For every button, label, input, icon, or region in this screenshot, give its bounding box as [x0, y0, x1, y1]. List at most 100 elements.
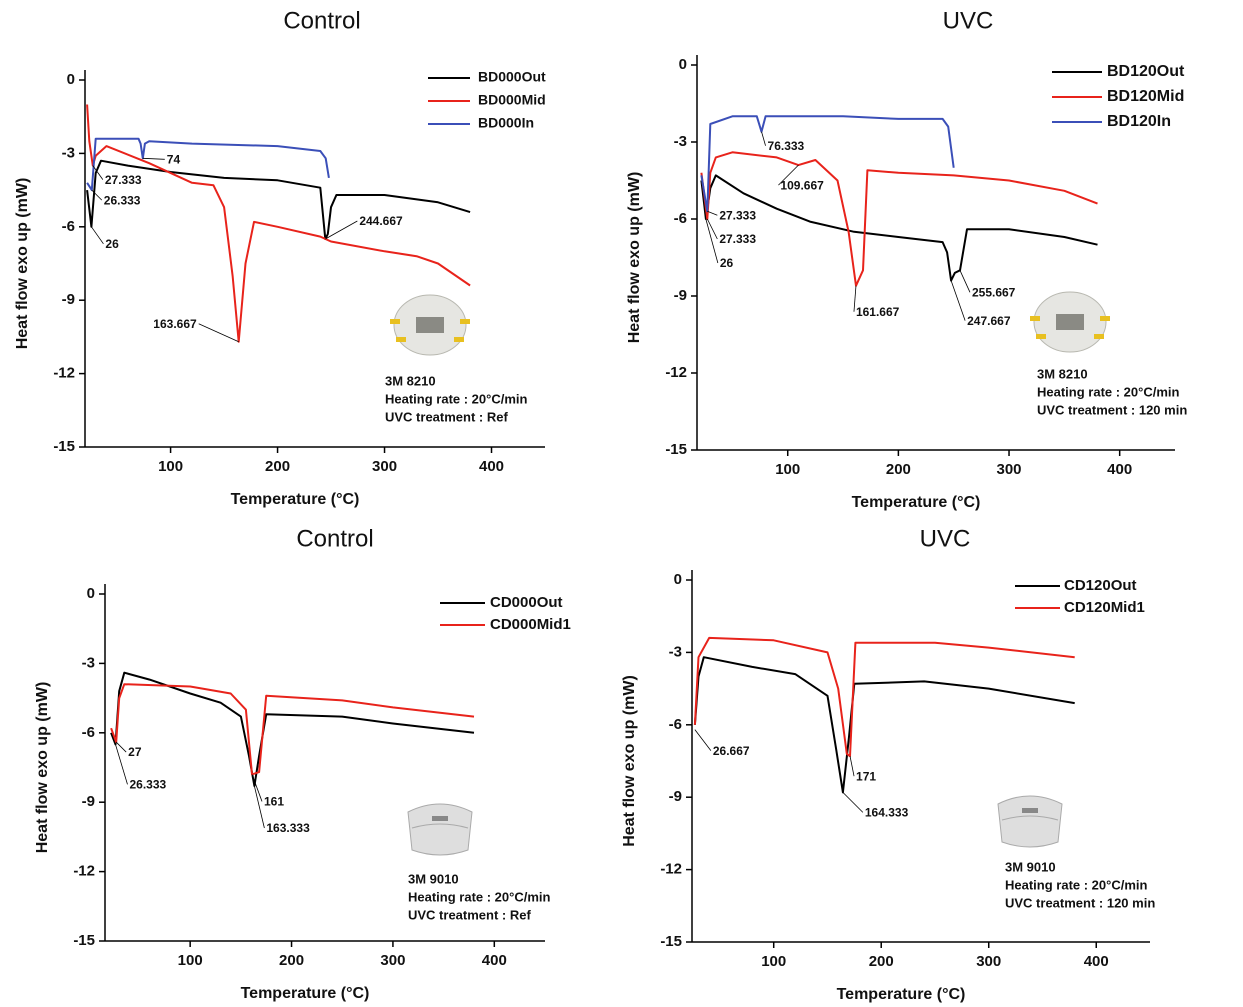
x-tick-label: 400	[482, 952, 507, 969]
legend-label: BD120Mid	[1107, 88, 1184, 105]
panel-title: Control	[283, 7, 360, 34]
x-tick-label: 100	[761, 953, 786, 970]
annotation-label: 171	[856, 769, 876, 783]
annotation-leader	[198, 323, 239, 343]
annotation-leader	[251, 774, 263, 802]
annotation-label: 27.333	[719, 208, 756, 222]
mask-strap	[1094, 334, 1104, 339]
x-tick-label: 100	[178, 952, 203, 969]
annotation-label: 255.667	[972, 286, 1016, 300]
legend-label: BD000Out	[478, 69, 546, 85]
y-tick-label: 0	[679, 56, 687, 73]
annotation-label: 163.667	[153, 317, 197, 331]
x-tick-label: 200	[869, 953, 894, 970]
legend-label: BD120Out	[1107, 63, 1185, 80]
annotation-leader	[115, 741, 127, 753]
x-tick-label: 300	[380, 952, 405, 969]
note: Heating rate : 20°C/min	[1037, 384, 1180, 399]
legend-label: CD120Out	[1064, 577, 1137, 594]
mask-icon	[407, 803, 473, 856]
annotation-label: 76.333	[768, 139, 805, 153]
y-tick-label: -9	[82, 793, 95, 810]
series-line	[110, 683, 475, 776]
panel: UVC 0 -3 -6 -9 -12 -15 100 200 300 400 Temperature …	[621, 525, 1155, 1003]
series-line	[693, 636, 1075, 758]
x-tick-label: 100	[158, 458, 183, 475]
annotation-label: 244.667	[359, 214, 403, 228]
annotation-leader	[849, 756, 855, 777]
annotation-label: 26	[105, 237, 119, 251]
y-tick-label: 0	[674, 571, 682, 588]
mask-strap	[1036, 334, 1046, 339]
mask-logo	[432, 816, 448, 821]
series-line	[693, 656, 1075, 794]
legend-label: CD120Mid1	[1064, 599, 1145, 616]
legend-label: BD000Mid	[478, 92, 546, 108]
x-tick-label: 200	[265, 458, 290, 475]
y-axis-label: Heat flow exo up (mW)	[14, 178, 31, 350]
x-axis-label: Temperature (°C)	[852, 494, 981, 511]
panel: UVC 0 -3 -6 -9 -12 -15 100 200 300 400 Temperature …	[626, 7, 1187, 511]
x-axis-label: Temperature (°C)	[837, 986, 966, 1003]
series-line	[86, 137, 330, 192]
y-tick-label: -9	[669, 788, 682, 805]
panel: Control 0 -3 -6 -9 -12 -15 100 200 300 400 Temperat…	[14, 7, 546, 508]
annotation-label: 164.333	[865, 806, 909, 820]
x-axis-label: Temperature (°C)	[241, 985, 370, 1002]
mask-body	[407, 803, 473, 856]
note: UVC treatment : 120 min	[1037, 402, 1187, 417]
annotation-leader	[694, 729, 712, 751]
annotation-label: 161	[264, 795, 284, 809]
note: UVC treatment : Ref	[408, 907, 531, 922]
annotation-leader	[91, 189, 103, 201]
y-tick-label: -9	[674, 287, 687, 304]
y-tick-label: -15	[53, 438, 75, 455]
annotation-label: 26	[720, 256, 734, 270]
panel: Control 0 -3 -6 -9 -12 -15 100 200 300 400 Temperat…	[34, 525, 571, 1002]
note: UVC treatment : Ref	[385, 409, 508, 424]
annotation-leader	[842, 792, 864, 813]
legend-label: CD000Mid1	[490, 616, 571, 633]
mask-valve	[416, 317, 444, 333]
annotation-leader	[253, 785, 265, 829]
mask-strap	[1100, 316, 1110, 321]
annotation-label: 163.333	[266, 821, 310, 835]
y-tick-label: 0	[87, 585, 95, 602]
y-tick-label: -12	[660, 861, 682, 878]
y-tick-label: -15	[665, 441, 687, 458]
y-tick-label: -3	[669, 643, 682, 660]
annotation-label: 27.333	[719, 232, 756, 246]
mask-fold	[1001, 815, 1059, 821]
x-tick-label: 300	[997, 461, 1022, 478]
panel-title: UVC	[920, 525, 971, 552]
note: 3M 9010	[408, 871, 459, 886]
panel-title: Control	[296, 525, 373, 552]
series-line	[700, 115, 955, 213]
annotation-leader	[705, 218, 719, 264]
annotation-leader	[142, 157, 165, 160]
x-tick-label: 400	[479, 458, 504, 475]
y-tick-label: -3	[674, 133, 687, 150]
x-tick-label: 400	[1084, 953, 1109, 970]
annotation-leader	[115, 744, 128, 785]
y-tick-label: -3	[62, 144, 75, 161]
note: Heating rate : 20°C/min	[408, 889, 551, 904]
mask-strap	[454, 337, 464, 342]
annotation-label: 26.667	[713, 744, 750, 758]
x-tick-label: 400	[1107, 461, 1132, 478]
mask-valve	[1056, 314, 1084, 330]
note: UVC treatment : 120 min	[1005, 895, 1155, 910]
x-tick-label: 200	[279, 952, 304, 969]
note: 3M 8210	[385, 373, 436, 388]
mask-strap	[460, 319, 470, 324]
y-tick-label: 0	[67, 71, 75, 88]
x-tick-label: 200	[886, 461, 911, 478]
mask-body	[997, 795, 1063, 848]
legend-label: CD000Out	[490, 594, 563, 611]
series-line	[86, 104, 471, 343]
x-tick-label: 100	[775, 461, 800, 478]
legend-label: BD120In	[1107, 113, 1171, 130]
y-tick-label: -6	[674, 210, 687, 227]
annotation-leader	[959, 270, 971, 293]
y-axis-label: Heat flow exo up (mW)	[34, 682, 51, 854]
